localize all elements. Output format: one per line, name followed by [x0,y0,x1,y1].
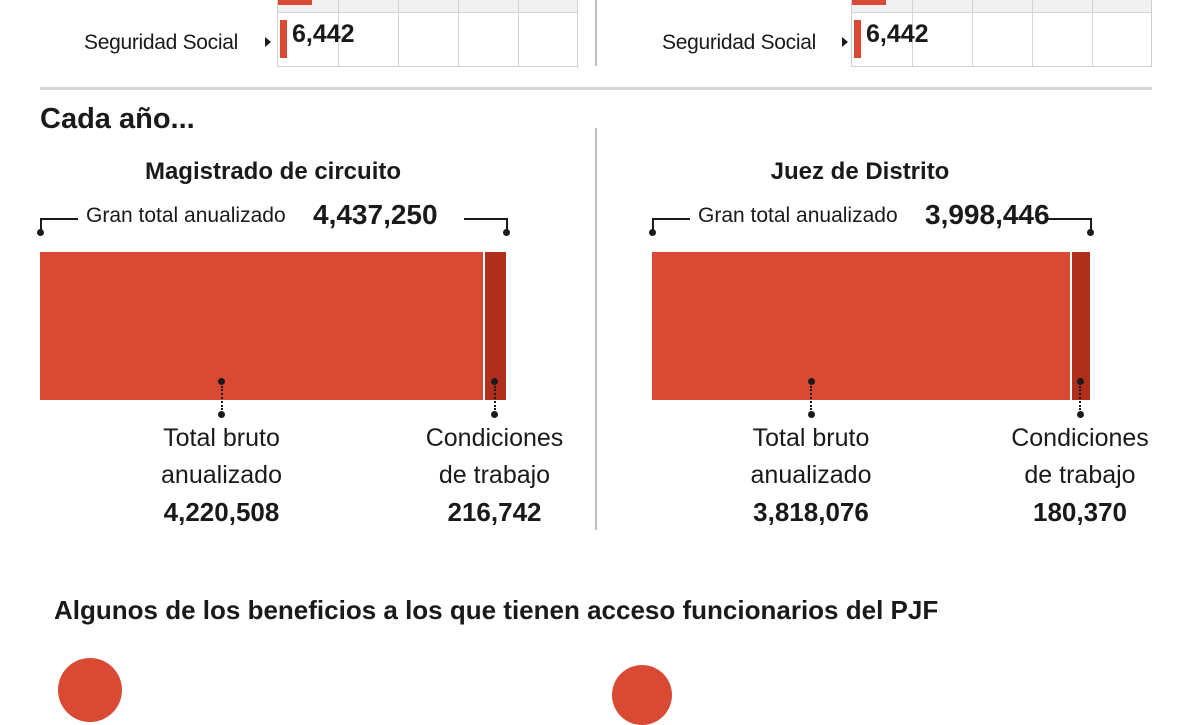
benefit-icon [58,658,122,722]
segment-value: 3,818,076 [753,497,869,527]
bar-total-bruto [652,252,1070,400]
bar-total-bruto [40,252,483,400]
bar-condiciones [483,252,506,400]
arrow-right-icon [842,37,848,47]
benefits-title: Algunos de los beneficios a los que tien… [54,595,939,625]
total-line-left-tick [652,218,654,232]
bar-condiciones [1070,252,1090,400]
segment-marker-dot [1076,377,1084,385]
gran-total-value: 3,998,446 [925,199,1050,230]
segment-leader-end-dot [1076,410,1084,418]
gran-total-value: 4,437,250 [313,199,438,230]
segment-label-line1: Total bruto [163,424,280,452]
segment-label: Total bruto anualizado 3,818,076 [711,420,911,531]
total-line-right-tick [506,218,508,232]
total-line-right [1048,218,1090,220]
segment-label: Condiciones de trabajo 216,742 [395,420,595,531]
segment-marker-dot [491,377,498,385]
segment-leader-line [220,386,223,410]
seguridad-social-value: 6,442 [292,20,355,48]
seguridad-social-value: 6,442 [866,20,929,48]
segment-leader-end-dot [491,410,498,418]
seguridad-social-bar [280,20,287,58]
arrow-right-icon [265,37,271,47]
segment-leader-end-dot [218,410,225,418]
total-line-left [652,218,690,220]
total-line-end-dot [1086,228,1094,236]
cropped-bar [278,0,312,5]
total-line-start-dot [648,228,656,236]
segment-leader-end-dot [807,410,815,418]
segment-label: Total bruto anualizado 4,220,508 [122,420,322,531]
total-line-end-dot [502,228,510,236]
gran-total-label: Gran total anualizado [86,204,286,227]
segment-value: 216,742 [447,497,542,527]
segment-value: 4,220,508 [163,497,280,527]
total-line-left [40,218,78,220]
segment-label-line1: Condiciones [1011,424,1149,452]
top-right-grid: 6,442 [851,0,1152,67]
panel-title: Magistrado de circuito [144,158,402,185]
segment-leader-line [493,386,496,410]
gran-total-label: Gran total anualizado [698,204,898,227]
segment-leader-line [810,386,812,410]
top-left-grid: 6,442 [277,0,578,67]
grid-line [912,0,913,66]
segment-value: 180,370 [1033,497,1127,527]
total-line-right [464,218,506,220]
panel-divider [595,128,597,530]
top-divider [595,0,597,66]
total-line-left-tick [40,218,42,232]
seguridad-social-bar [854,20,861,58]
segment-label: Condiciones de trabajo 180,370 [980,420,1180,531]
segment-label-line2: de trabajo [1024,461,1136,489]
grid-line [458,0,459,66]
segment-marker-dot [218,377,225,385]
grid-line [518,0,519,66]
section-title: Cada año... [40,103,195,135]
panel-title: Juez de Distrito [770,158,950,185]
total-line-right-tick [1090,218,1092,232]
grid-line [972,0,973,66]
seguridad-social-label: Seguridad Social [662,31,816,54]
segment-label-line1: Condiciones [425,424,564,452]
section-divider [40,87,1152,90]
segment-leader-line [1079,386,1081,410]
segment-label-line2: anualizado [161,461,282,489]
total-line-start-dot [36,228,44,236]
segment-marker-dot [807,377,815,385]
grid-line [1032,0,1033,66]
grid-line [338,0,339,66]
cropped-bar [852,0,886,5]
benefit-icon [612,665,672,725]
grid-header-shade [852,0,1151,13]
segment-label-line1: Total bruto [752,424,870,452]
grid-line [398,0,399,66]
segment-label-line2: de trabajo [438,461,551,489]
grid-line [1092,0,1093,66]
grid-header-shade [278,0,577,13]
segment-label-line2: anualizado [750,461,872,489]
seguridad-social-label: Seguridad Social [84,31,238,54]
